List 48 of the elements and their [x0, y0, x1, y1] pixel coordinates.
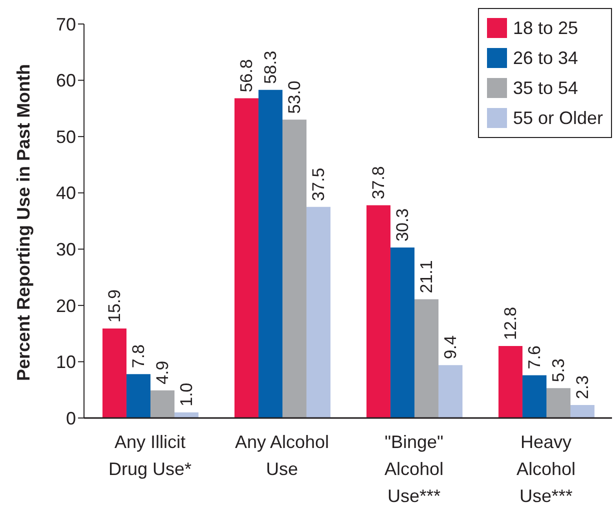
y-axis-title: Percent Reporting Use in Past Month [13, 64, 34, 381]
y-tick-label: 40 [56, 183, 76, 204]
y-tick-label: 0 [66, 408, 76, 428]
bar [306, 206, 330, 418]
x-tick-label: Any Illicit Drug Use* [108, 432, 192, 479]
data-label: 37.5 [308, 168, 328, 201]
legend-label: 35 to 54 [512, 78, 578, 98]
bar [438, 365, 462, 418]
y-tick-label: 10 [56, 352, 76, 372]
y-tick-label: 20 [56, 296, 76, 316]
data-label: 15.9 [104, 289, 124, 323]
bar [546, 388, 570, 418]
data-label: 58.3 [260, 50, 280, 84]
data-label: 7.6 [524, 346, 544, 370]
data-label: 9.4 [440, 335, 460, 360]
bar [570, 405, 594, 418]
y-tick-label: 70 [56, 14, 76, 34]
bar [126, 374, 150, 418]
bar [498, 346, 522, 418]
x-tick-label: Heavy Alcohol Use*** [516, 432, 576, 506]
bar [390, 247, 414, 418]
data-label: 1.0 [176, 382, 196, 406]
y-tick-label: 50 [56, 126, 76, 147]
bar [414, 299, 438, 418]
data-label: 2.3 [572, 375, 592, 400]
legend-label: 18 to 25 [512, 18, 578, 38]
data-label: 56.8 [236, 59, 256, 92]
legend-label: 55 or Older [512, 108, 603, 128]
bar [366, 205, 390, 418]
bar [282, 120, 306, 418]
data-label: 4.9 [152, 360, 172, 384]
data-label: 12.8 [500, 306, 520, 340]
legend-label: 26 to 34 [512, 48, 578, 68]
data-label: 5.3 [548, 358, 568, 382]
bar [258, 90, 282, 418]
bar [150, 390, 174, 418]
y-tick-label: 60 [56, 70, 76, 91]
x-tick-label: Any Alcohol Use [234, 432, 330, 479]
data-label: 53.0 [284, 80, 304, 114]
y-tick-label: 30 [56, 240, 76, 260]
x-tick-label: "Binge" Alcohol Use*** [384, 432, 444, 506]
data-label: 37.8 [368, 166, 388, 200]
data-label: 7.8 [128, 344, 148, 368]
data-label: 21.1 [416, 260, 436, 294]
bar [522, 375, 546, 418]
data-label: 30.3 [392, 208, 412, 242]
bar [102, 328, 126, 418]
bar [234, 98, 258, 418]
